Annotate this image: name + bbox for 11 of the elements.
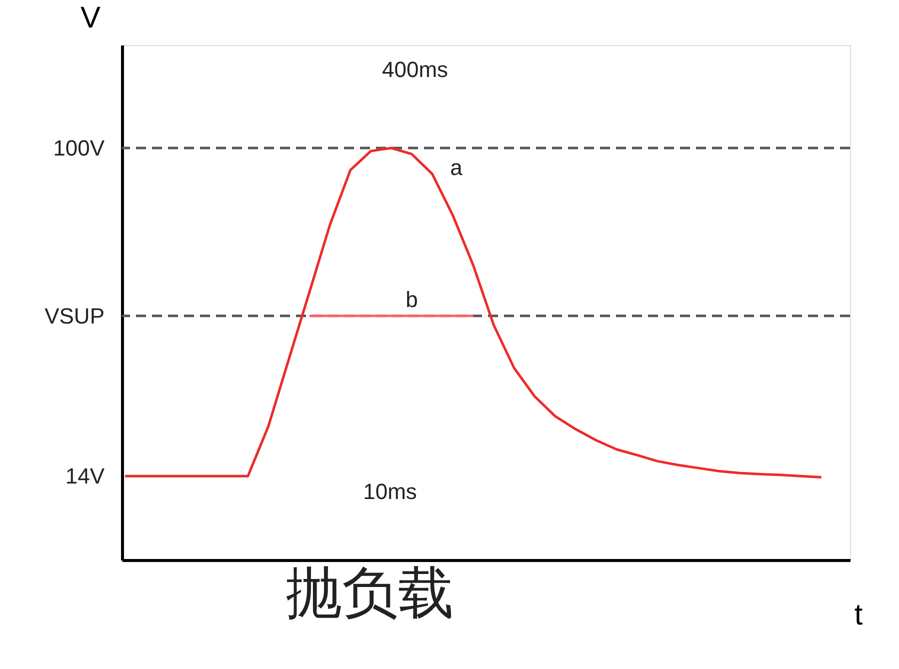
- line-series: [124, 146, 823, 478]
- y-tick-label: 100V: [53, 136, 105, 160]
- y-tick-label: 14V: [65, 464, 105, 489]
- annotation: 10ms: [363, 479, 417, 504]
- y-tick-label: VSUP: [44, 303, 104, 328]
- series-label: b: [406, 286, 418, 312]
- x-axis-title: t: [854, 598, 864, 632]
- text: 抛负载: [286, 561, 454, 624]
- y-axis-title: V: [80, 2, 101, 34]
- annotation: 400ms: [382, 57, 448, 82]
- series-label: a: [450, 154, 464, 180]
